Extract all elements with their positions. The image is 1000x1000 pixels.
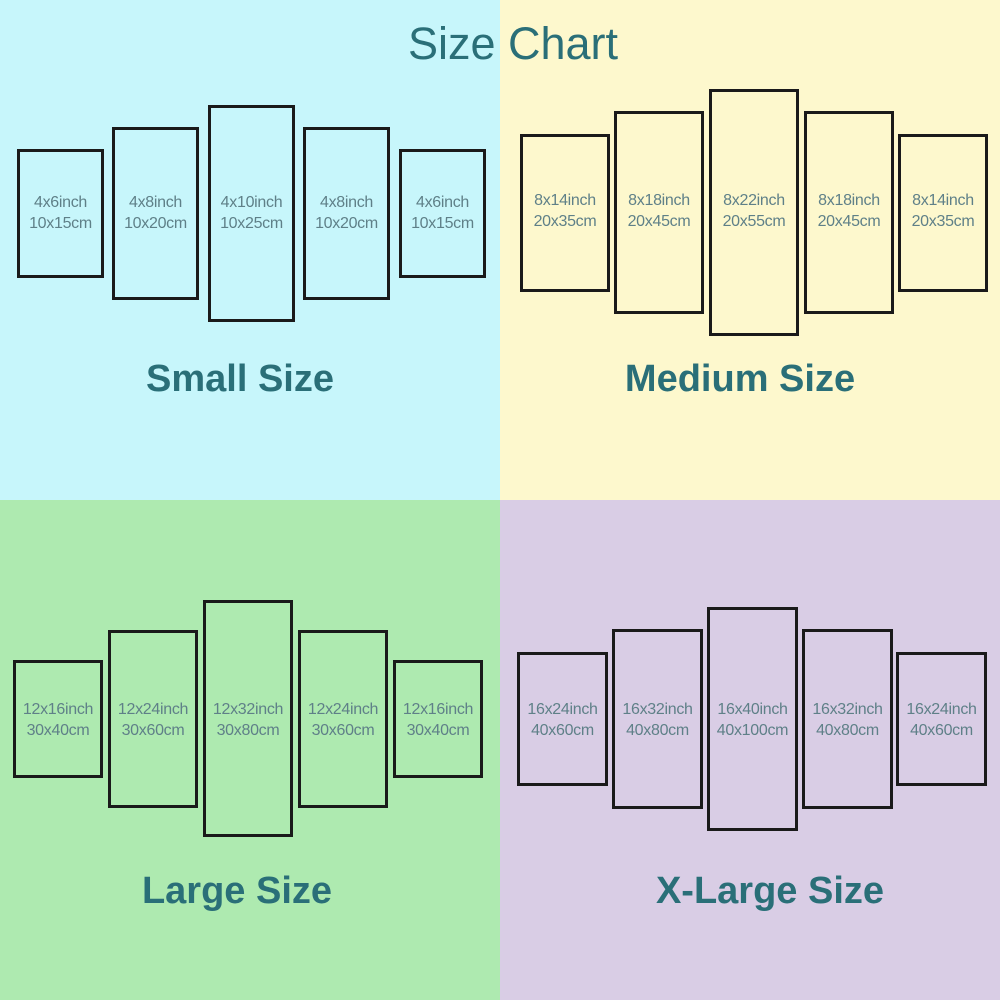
- small-size-label: Small Size: [146, 358, 334, 400]
- panel-inch-size: 8x22inch: [723, 192, 785, 209]
- xlarge-size-section: [500, 500, 1000, 1000]
- panel-cm-size: 30x60cm: [311, 722, 375, 739]
- large-panel-5: 12x16inch 30x40cm: [393, 660, 483, 778]
- panel-cm-size: 20x45cm: [817, 213, 881, 230]
- panel-cm-size: 30x40cm: [26, 722, 90, 739]
- panel-cm-size: 10x25cm: [220, 215, 283, 232]
- panel-inch-size: 12x24inch: [307, 701, 379, 718]
- panel-dimensions: 16x24inch 40x60cm: [893, 699, 990, 741]
- panel-cm-size: 30x80cm: [216, 722, 280, 739]
- medium-panel-2: 8x18inch 20x45cm: [614, 111, 704, 314]
- small-size-section: [0, 0, 500, 500]
- panel-cm-size: 10x15cm: [29, 215, 92, 232]
- panel-cm-size: 10x20cm: [315, 215, 378, 232]
- panel-cm-size: 20x35cm: [533, 213, 597, 230]
- medium-panel-1: 8x14inch 20x35cm: [520, 134, 610, 292]
- large-panel-4: 12x24inch 30x60cm: [298, 630, 388, 808]
- large-size-label: Large Size: [141, 870, 333, 912]
- large-panel-1: 12x16inch 30x40cm: [13, 660, 103, 778]
- panel-cm-size: 40x80cm: [816, 722, 879, 739]
- xlarge-size-label: X-Large Size: [655, 870, 885, 912]
- panel-dimensions: 12x16inch 30x40cm: [10, 699, 106, 741]
- panel-inch-size: 16x40inch: [717, 701, 788, 718]
- panel-dimensions: 16x24inch 40x60cm: [514, 699, 611, 741]
- panel-inch-size: 16x32inch: [622, 701, 693, 718]
- panel-inch-size: 4x6inch: [33, 194, 88, 211]
- xlarge-panel-3: 16x40inch 40x100cm: [707, 607, 798, 831]
- panel-dimensions: 16x32inch 40x80cm: [609, 699, 706, 741]
- panel-dimensions: 12x32inch 30x80cm: [200, 699, 296, 741]
- xlarge-panel-4: 16x32inch 40x80cm: [802, 629, 893, 809]
- xlarge-panel-1: 16x24inch 40x60cm: [517, 652, 608, 786]
- panel-dimensions: 4x10inch 10x25cm: [205, 192, 298, 234]
- panel-dimensions: 8x18inch 20x45cm: [801, 190, 897, 232]
- panel-cm-size: 10x20cm: [124, 215, 187, 232]
- panel-dimensions: 12x16inch 30x40cm: [390, 699, 486, 741]
- large-size-section: [0, 500, 500, 1000]
- panel-cm-size: 10x15cm: [411, 215, 474, 232]
- xlarge-panel-5: 16x24inch 40x60cm: [896, 652, 987, 786]
- panel-dimensions: 12x24inch 30x60cm: [105, 699, 201, 741]
- panel-dimensions: 8x18inch 20x45cm: [611, 190, 707, 232]
- panel-cm-size: 40x60cm: [910, 722, 973, 739]
- panel-cm-size: 20x35cm: [911, 213, 975, 230]
- panel-dimensions: 4x8inch 10x20cm: [300, 192, 393, 234]
- medium-size-label: Medium Size: [624, 358, 856, 400]
- panel-cm-size: 40x60cm: [531, 722, 594, 739]
- small-panel-5: 4x6inch 10x15cm: [399, 149, 486, 278]
- small-panel-2: 4x8inch 10x20cm: [112, 127, 199, 300]
- medium-size-section: [500, 0, 1000, 500]
- panel-inch-size: 4x8inch: [319, 194, 374, 211]
- panel-inch-size: 8x14inch: [534, 192, 596, 209]
- small-panel-3: 4x10inch 10x25cm: [208, 105, 295, 322]
- small-panel-1: 4x6inch 10x15cm: [17, 149, 104, 278]
- panel-inch-size: 16x24inch: [527, 701, 598, 718]
- panel-inch-size: 12x32inch: [212, 701, 284, 718]
- panel-dimensions: 16x40inch 40x100cm: [704, 699, 801, 741]
- panel-dimensions: 4x8inch 10x20cm: [109, 192, 202, 234]
- panel-inch-size: 8x18inch: [818, 192, 880, 209]
- panel-inch-size: 12x16inch: [402, 701, 474, 718]
- panel-inch-size: 8x18inch: [628, 192, 690, 209]
- panel-inch-size: 12x16inch: [22, 701, 94, 718]
- large-panel-3: 12x32inch 30x80cm: [203, 600, 293, 837]
- medium-panel-4: 8x18inch 20x45cm: [804, 111, 894, 314]
- panel-dimensions: 12x24inch 30x60cm: [295, 699, 391, 741]
- panel-dimensions: 4x6inch 10x15cm: [396, 192, 489, 234]
- panel-cm-size: 30x40cm: [406, 722, 470, 739]
- panel-inch-size: 4x6inch: [415, 194, 470, 211]
- panel-cm-size: 40x80cm: [626, 722, 689, 739]
- panel-dimensions: 4x6inch 10x15cm: [14, 192, 107, 234]
- panel-cm-size: 40x100cm: [716, 722, 789, 739]
- panel-inch-size: 16x32inch: [812, 701, 883, 718]
- panel-cm-size: 20x55cm: [722, 213, 786, 230]
- panel-inch-size: 8x14inch: [912, 192, 974, 209]
- panel-cm-size: 30x60cm: [121, 722, 185, 739]
- panel-inch-size: 4x10inch: [220, 194, 283, 211]
- large-panel-2: 12x24inch 30x60cm: [108, 630, 198, 808]
- small-panel-4: 4x8inch 10x20cm: [303, 127, 390, 300]
- chart-title: Size Chart: [407, 18, 619, 69]
- panel-inch-size: 12x24inch: [117, 701, 189, 718]
- panel-cm-size: 20x45cm: [627, 213, 691, 230]
- panel-dimensions: 8x14inch 20x35cm: [517, 190, 613, 232]
- panel-inch-size: 4x8inch: [128, 194, 183, 211]
- xlarge-panel-2: 16x32inch 40x80cm: [612, 629, 703, 809]
- panel-dimensions: 8x14inch 20x35cm: [895, 190, 991, 232]
- panel-dimensions: 16x32inch 40x80cm: [799, 699, 896, 741]
- panel-inch-size: 16x24inch: [906, 701, 977, 718]
- panel-dimensions: 8x22inch 20x55cm: [706, 190, 802, 232]
- medium-panel-5: 8x14inch 20x35cm: [898, 134, 988, 292]
- medium-panel-3: 8x22inch 20x55cm: [709, 89, 799, 336]
